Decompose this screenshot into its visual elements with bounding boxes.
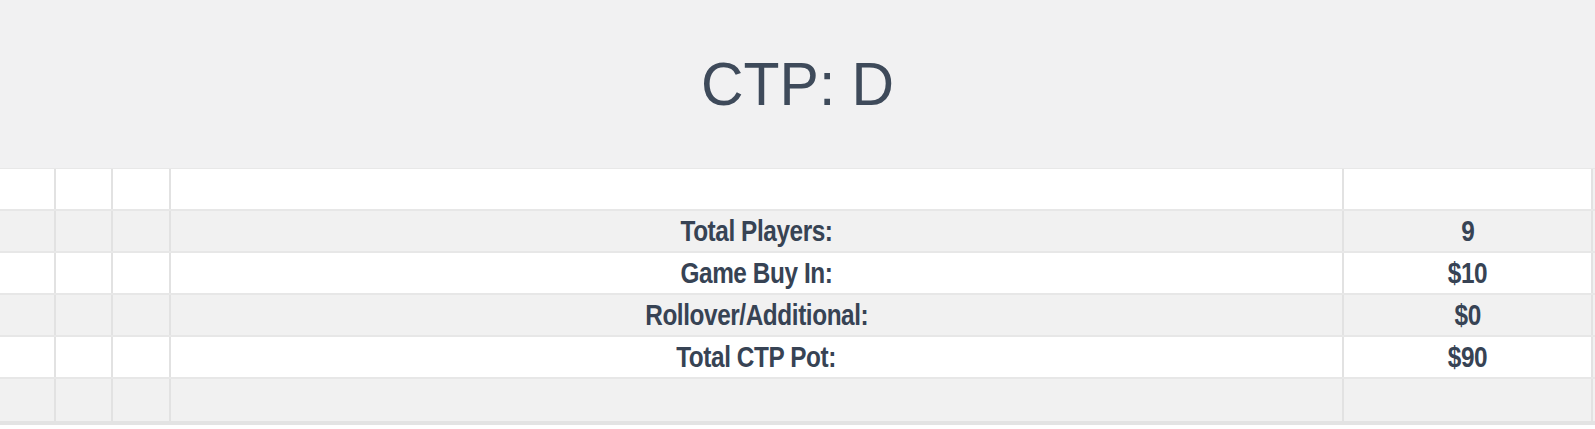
row-label: Total Players: [680,215,832,248]
row-label: Game Buy In: [681,257,833,290]
spacer-cell-a [0,253,56,293]
label-cell [171,169,1344,209]
spacer-cell-b [56,295,113,335]
page-title: CTP: D [701,50,894,118]
table-bottom-border [0,421,1595,425]
spacer-cell-b [56,211,113,251]
table-row: Total CTP Pot: $90 [0,337,1595,379]
spacer-cell-b [56,379,113,421]
label-cell [171,379,1344,421]
table-row: Total Players: 9 [0,211,1595,253]
value-cell [1344,379,1593,421]
row-label: Total CTP Pot: [677,341,837,374]
table-row: Game Buy In: $10 [0,253,1595,295]
summary-table: Total Players: 9 Game Buy In: $10 Rollov… [0,168,1595,421]
value-cell: $10 [1344,253,1593,293]
row-value: $0 [1454,299,1480,332]
spacer-cell-a [0,295,56,335]
spacer-cell-b [56,169,113,209]
label-cell: Total Players: [171,211,1344,251]
spacer-cell-c [113,337,171,377]
spacer-cell-a [0,379,56,421]
label-cell: Game Buy In: [171,253,1344,293]
value-cell: 9 [1344,211,1593,251]
header-band: CTP: D [0,0,1595,168]
spacer-cell-b [56,253,113,293]
spacer-cell-c [113,169,171,209]
spacer-cell-a [0,337,56,377]
label-cell: Total CTP Pot: [171,337,1344,377]
label-cell: Rollover/Additional: [171,295,1344,335]
value-cell: $0 [1344,295,1593,335]
table-row [0,379,1595,421]
row-value: 9 [1461,215,1474,248]
value-cell: $90 [1344,337,1593,377]
table-row [0,169,1595,211]
spacer-cell-c [113,253,171,293]
spacer-cell-c [113,379,171,421]
table-row: Rollover/Additional: $0 [0,295,1595,337]
spacer-cell-a [0,211,56,251]
row-label: Rollover/Additional: [645,299,868,332]
spacer-cell-c [113,211,171,251]
row-value: $90 [1448,341,1487,374]
value-cell [1344,169,1593,209]
row-value: $10 [1448,257,1487,290]
spacer-cell-a [0,169,56,209]
spacer-cell-b [56,337,113,377]
spacer-cell-c [113,295,171,335]
